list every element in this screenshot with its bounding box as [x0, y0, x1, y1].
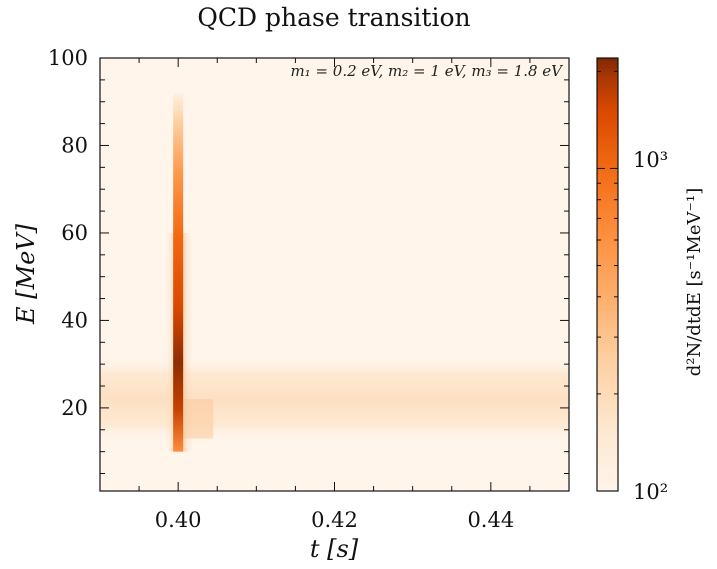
chart-title: QCD phase transition — [197, 3, 470, 32]
colorbar-tick-label-100: 10² — [633, 480, 668, 504]
spike-core — [173, 92, 184, 452]
y-tick-label: 80 — [61, 133, 88, 157]
y-axis: 20 40 60 80 100 — [48, 46, 569, 475]
heatmap-plot-area — [99, 57, 570, 492]
colorbar-gradient — [596, 57, 619, 492]
y-axis-label: E [MeV] — [12, 223, 40, 325]
mass-annotation: m₁ = 0.2 eV, m₂ = 1 eV, m₃ = 1.8 eV — [290, 62, 564, 80]
x-tick-label: 0.40 — [155, 508, 202, 532]
colorbar-ticks — [597, 70, 618, 395]
spike-tail — [183, 399, 214, 439]
y-tick-label: 60 — [61, 221, 88, 245]
x-axis: 0.40 0.42 0.44 — [138, 58, 531, 532]
y-tick-label: 20 — [61, 396, 88, 420]
y-tick-label: 40 — [61, 308, 88, 332]
x-tick-label: 0.44 — [467, 508, 514, 532]
colorbar: 10³ 10² d²N/dtdE [s⁻¹MeV⁻¹] — [596, 57, 705, 504]
colorbar-tick-label-1000: 10³ — [633, 148, 668, 172]
colorbar-label: d²N/dtdE [s⁻¹MeV⁻¹] — [684, 188, 705, 377]
y-tick-label: 100 — [48, 46, 88, 70]
x-axis-label: t [s] — [310, 535, 359, 563]
x-tick-label: 0.42 — [311, 508, 358, 532]
